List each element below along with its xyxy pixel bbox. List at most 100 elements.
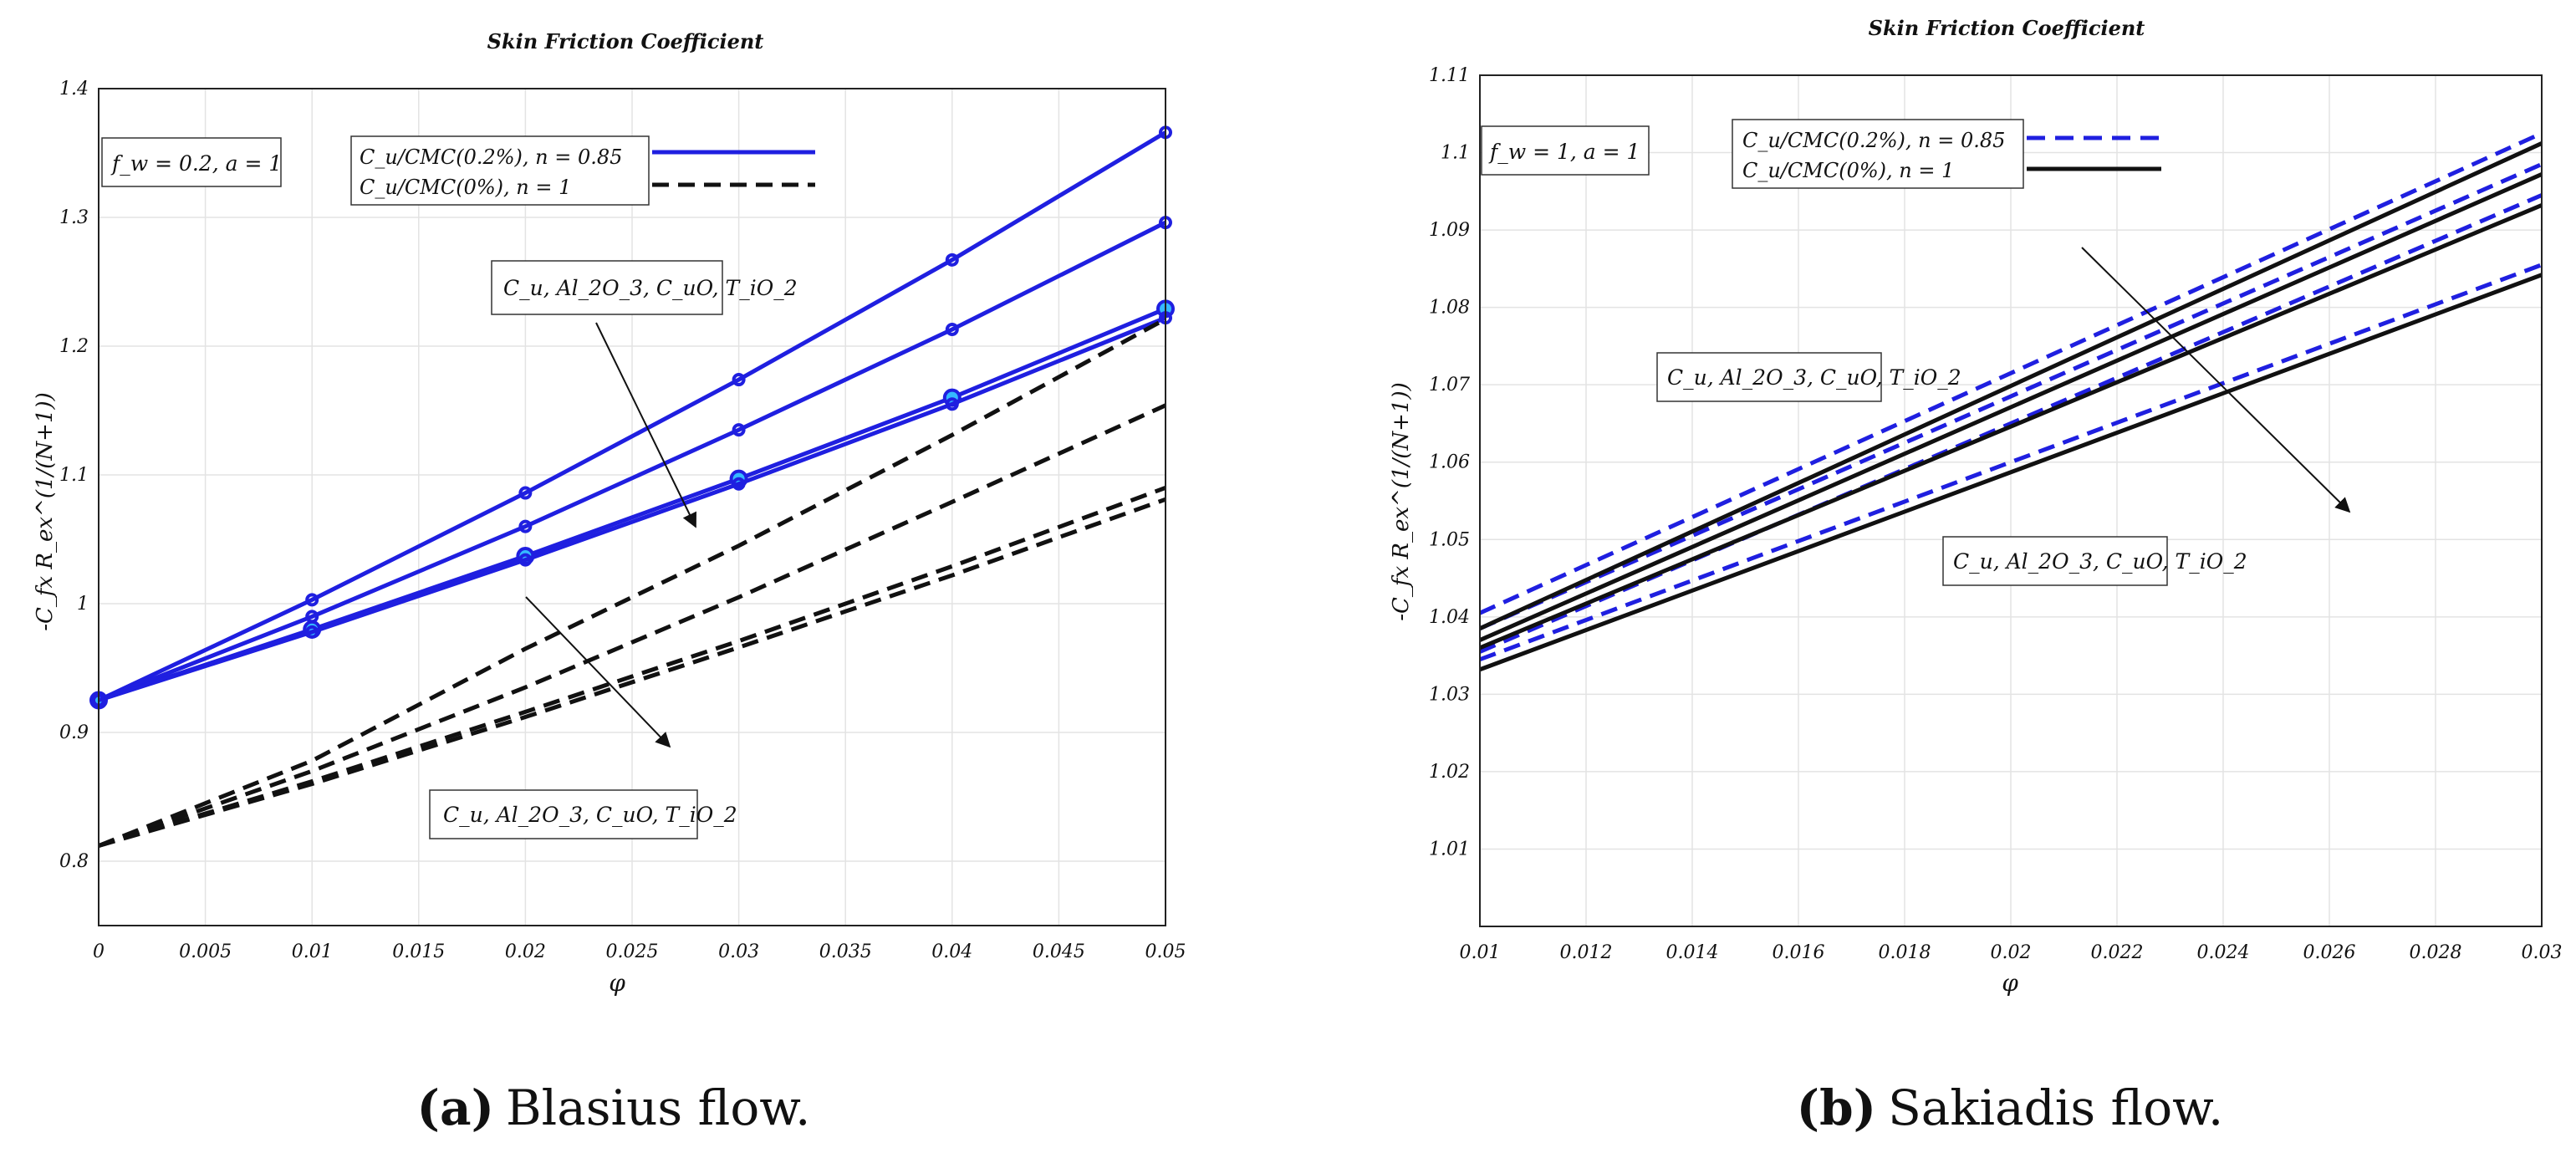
y-tick-label: 1.01 [1429,839,1470,860]
y-tick-label: 1.03 [1429,684,1470,705]
y-tick-label: 1.04 [1429,607,1470,628]
panel-b-title: Skin Friction Coefficient [1869,16,2145,40]
y-tick-label: 1.02 [1429,762,1470,783]
y-tick-label: 1 [77,594,89,615]
data-point [518,519,533,533]
data-point [945,253,959,267]
series-line-4 [98,315,1166,702]
panel-a-y-label: -C_fx R_ex^(1/(N+1)) [33,392,58,631]
panel-b-param-text: f_w = 1, a = 1 [1488,140,1640,164]
panel-a-param-text: f_w = 0.2, a = 1 [110,151,282,176]
panel-b-series [1478,131,2543,672]
x-tick-label: 0.028 [2410,942,2462,963]
x-tick-label: 0.01 [1460,942,1501,963]
x-tick-label: 0.005 [179,941,232,962]
series-line-1 [1478,131,2543,615]
panel-a-y-ticks: 0.8 0.9 1 1.1 1.2 1.3 1.4 [59,79,89,872]
panel-b-annotation-text-2: C_u, Al_2O_3, C_uO, T_iO_2 [1953,549,2247,574]
panel-a-x-ticks: 0 0.005 0.01 0.015 0.02 0.025 0.03 0.035 0.04 0.0… [93,941,1186,962]
data-point [732,477,746,491]
panel-b-grid [1479,74,2543,926]
data-point [518,553,533,567]
panel-a-legend-box [350,135,650,206]
panel-b-sakiadis: Skin Friction Coefficient 0.01 0.012 0.014… [1389,16,2562,1136]
y-tick-label: 1.08 [1429,298,1470,319]
panel-a-param-box [101,137,282,187]
y-tick-label: 1.07 [1429,375,1470,395]
x-tick-label: 0.03 [718,941,759,962]
panel-b-caption: (b) Sakiadis flow. [1797,1079,2224,1136]
panel-b-y-ticks: 1.011.021.031.041.051.061.071.081.091.11… [1429,65,1470,860]
panel-b-caption-letter: (b) [1797,1079,1876,1136]
panel-a-annotation-box-1 [491,260,723,315]
x-tick-label: 0.014 [1666,942,1719,963]
panel-a-plot-frame [98,88,1166,926]
y-tick-label: 1.1 [1441,143,1470,164]
panel-a-caption: (a) Blasius flow. [417,1079,811,1136]
panel-b-legend-label-1: C_u/CMC(0.2%), n = 0.85 [1742,129,2005,152]
y-tick-label: 1.05 [1429,529,1470,550]
x-tick-label: 0.01 [292,941,333,962]
data-point [945,322,959,336]
series-line-2 [98,220,1167,702]
series-line-7 [1479,203,2543,650]
panel-b-plot-frame [1479,74,2543,927]
panel-b-annotation-box-1 [1656,352,1882,402]
x-tick-label: 0.02 [505,941,546,962]
series-line-6 [98,403,1167,848]
x-tick-label: 0.035 [819,941,872,962]
y-tick-label: 1.09 [1429,220,1470,241]
data-point [732,423,746,437]
panel-a-caption-letter: (a) [417,1079,494,1136]
series-line-4 [1479,263,2543,662]
panel-b-y-label: -C_fx R_ex^(1/(N+1)) [1389,382,1414,621]
y-tick-label: 1.06 [1429,452,1470,473]
y-tick-label: 1.3 [59,207,89,228]
panel-b-x-label: φ [2002,969,2018,997]
series-line-5 [1478,141,2543,630]
panel-a-x-label: φ [609,969,625,997]
data-point [305,593,319,607]
panel-a-annotation-text-2: C_u, Al_2O_3, C_uO, T_iO_2 [443,803,737,827]
panel-a-blasius: Skin Friction Coefficient 0 0.005 0.01 0.01… [33,29,1186,1136]
x-tick-label: 0.045 [1033,941,1085,962]
y-tick-label: 1.1 [59,465,89,486]
y-tick-label: 1.4 [59,79,89,99]
series-line-5 [98,317,1167,848]
panel-b-caption-text: Sakiadis flow. [1888,1079,2223,1136]
panel-a-annotation-text-1: C_u, Al_2O_3, C_uO, T_iO_2 [503,276,798,300]
panel-a-title: Skin Friction Coefficient [487,29,764,54]
data-point [945,397,959,411]
x-tick-label: 0.015 [392,941,445,962]
panel-b-annotation-box-2 [1942,536,2168,586]
x-tick-label: 0.025 [606,941,659,962]
panel-a-caption-text: Blasius flow. [506,1079,810,1136]
y-tick-label: 0.8 [59,851,89,872]
x-tick-label: 0.04 [931,941,972,962]
x-tick-label: 0.026 [2303,942,2356,963]
panel-b-param-box [1481,125,1650,176]
x-tick-label: 0.024 [2197,942,2250,963]
data-point [732,373,746,387]
data-point [518,486,533,500]
panel-a-legend-label-1: C_u/CMC(0.2%), n = 0.85 [360,145,622,169]
panel-a-arrow-1 [595,322,696,528]
x-tick-label: 0.05 [1145,941,1186,962]
panel-b-legend-label-2: C_u/CMC(0%), n = 1 [1742,159,1954,182]
panel-a-annotation-box-2 [429,789,698,839]
x-tick-label: 0 [93,941,105,962]
y-tick-label: 1.2 [59,336,89,357]
series-line-1 [97,130,1167,702]
panel-a-legend-label-2: C_u/CMC(0%), n = 1 [360,176,571,199]
panel-b-arrow [2081,247,2351,513]
panel-b-x-ticks: 0.01 0.012 0.014 0.016 0.018 0.02 0.022 0.024 0.… [1460,942,2563,963]
panel-b-legend-box [1732,119,2024,189]
data-point [305,625,319,639]
x-tick-label: 0.022 [2091,942,2144,963]
series-line-2 [1478,162,2543,630]
x-tick-label: 0.03 [2522,942,2563,963]
series-line-8 [98,497,1166,848]
y-tick-label: 1.11 [1429,65,1470,86]
x-tick-label: 0.02 [1991,942,2032,963]
series-line-6 [1478,172,2543,642]
